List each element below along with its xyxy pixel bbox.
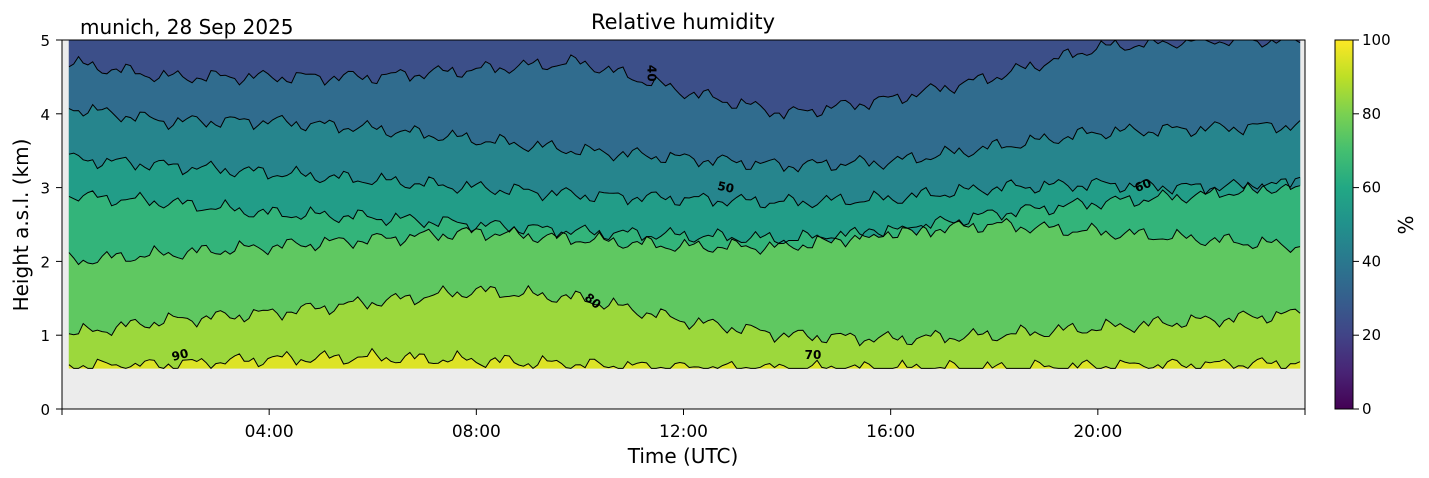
x-tick-label: 12:00 [659, 422, 708, 442]
contour-lines [68, 40, 1301, 370]
contour-label-50: 50 [716, 179, 735, 196]
x-axis: 04:00 08:00 12:00 16:00 20:00 [61, 409, 1306, 442]
x-tick-label: 20:00 [1073, 422, 1122, 442]
y-axis-label: Height a.s.l. (km) [9, 139, 33, 312]
contour-label-60: 60 [1133, 176, 1154, 195]
colorbar: 0 20 40 60 80 100 % [1334, 31, 1418, 418]
colorbar-label: % [1394, 215, 1418, 234]
chart-title: Relative humidity [591, 10, 775, 34]
contour-line-60 [68, 176, 1301, 245]
x-tick-label: 04:00 [245, 422, 294, 442]
colorbar-gradient [1334, 39, 1354, 410]
x-tick-label: 08:00 [452, 422, 501, 442]
x-axis-label: Time (UTC) [627, 444, 739, 468]
colorbar-tick-label: 40 [1362, 252, 1381, 270]
location-label: munich, 28 Sep 2025 [80, 15, 294, 39]
colorbar-ticks: 0 20 40 60 80 100 [1353, 31, 1391, 418]
contour-line-80 [68, 284, 1301, 347]
colorbar-tick-label: 0 [1362, 400, 1372, 418]
humidity-bands [68, 40, 1301, 369]
contour-line-70 [68, 217, 1301, 266]
y-tick-label: 1 [40, 327, 50, 345]
contour-label-70: 70 [805, 348, 822, 362]
colorbar-tick-label: 20 [1362, 326, 1381, 344]
contour-line-30 [68, 40, 1301, 120]
colorbar-tick-label: 80 [1362, 105, 1381, 123]
y-tick-label: 3 [40, 180, 50, 198]
colorbar-tick-label: 100 [1362, 31, 1391, 49]
colorbar-tick-label: 60 [1362, 179, 1381, 197]
x-tick-label: 16:00 [866, 422, 915, 442]
contour-label-40: 40 [644, 65, 658, 82]
contour-line-50 [68, 152, 1301, 209]
y-tick-label: 2 [40, 253, 50, 271]
y-axis: 0 1 2 3 4 5 [40, 32, 62, 419]
contour-line-40 [68, 103, 1301, 173]
y-tick-label: 0 [40, 401, 50, 419]
y-tick-label: 4 [40, 106, 50, 124]
contour-label-90: 90 [170, 346, 190, 364]
contour-line-90 [68, 347, 1301, 370]
y-tick-label: 5 [40, 32, 50, 50]
